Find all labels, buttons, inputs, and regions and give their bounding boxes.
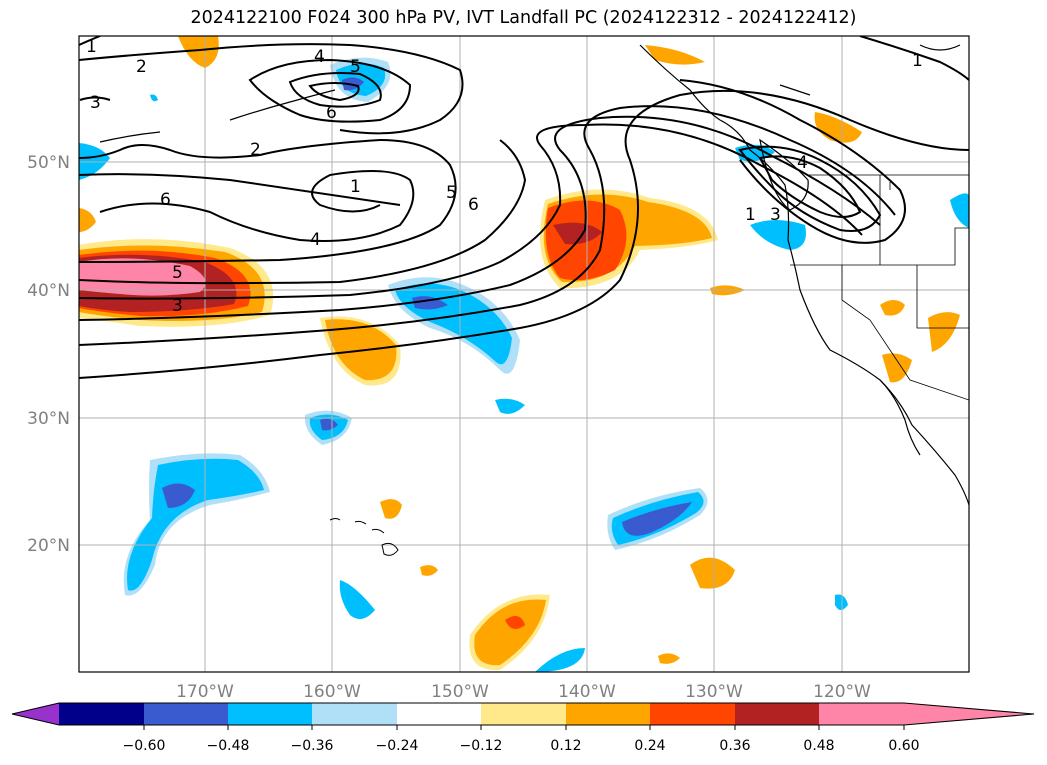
contour-label: 3 <box>90 93 101 113</box>
state-borders <box>790 174 969 401</box>
colorbar-label: 0.36 <box>719 738 750 754</box>
colorbar-segment <box>397 703 481 725</box>
contour-label: 1 <box>86 37 97 57</box>
colorbar-segment <box>650 703 735 725</box>
colorbar-extend-high <box>904 703 1034 725</box>
contour-label: 3 <box>172 296 183 316</box>
colorbar-label: 0.24 <box>634 738 665 754</box>
map-title: 2024122100 F024 300 hPa PV, IVT Landfall… <box>190 8 857 28</box>
colorbar-segment <box>735 703 819 725</box>
colorbar-label: −0.48 <box>207 738 250 754</box>
contour-label: 5 <box>350 57 361 77</box>
map-background <box>79 36 969 672</box>
map-panel: 1 2 4 5 3 6 2 1 6 4 5 3 5 6 1 3 4 1 <box>79 36 969 672</box>
map-gridlines <box>79 36 969 672</box>
contour-label: 3 <box>770 205 781 225</box>
colorbar-segment <box>144 703 228 725</box>
contour-label: 5 <box>446 183 457 203</box>
colorbar-extend-low <box>12 703 59 725</box>
contour-label: 6 <box>326 103 337 123</box>
contour-label: 5 <box>172 263 183 283</box>
longitude-ticks: 170°W 160°W 150°W 140°W 130°W 120°W <box>176 682 871 702</box>
lat-tick-label: 40°N <box>27 281 70 301</box>
contour-label: 2 <box>250 140 261 160</box>
contour-labels: 1 2 4 5 3 6 2 1 6 4 5 3 5 6 1 3 4 1 <box>86 37 923 316</box>
contour-label: 4 <box>797 153 808 173</box>
lat-tick-label: 50°N <box>27 153 70 173</box>
colorbar-label: 0.60 <box>888 738 919 754</box>
colorbar-label: −0.60 <box>123 738 166 754</box>
colorbar-ticks <box>143 725 905 730</box>
contour-label: 2 <box>136 57 147 77</box>
contour-label: 6 <box>468 195 479 215</box>
lon-tick-label: 150°W <box>431 682 489 702</box>
contour-label: 1 <box>912 51 923 71</box>
colorbar-segment <box>59 703 144 725</box>
colorbar-segment <box>819 703 904 725</box>
lon-tick-label: 130°W <box>685 682 743 702</box>
colorbar-segment <box>312 703 397 725</box>
colorbar-segment <box>566 703 650 725</box>
lon-tick-label: 160°W <box>303 682 361 702</box>
lat-tick-label: 20°N <box>27 536 70 556</box>
contour-label: 6 <box>160 190 171 210</box>
contour-label: 1 <box>745 205 756 225</box>
colorbar: −0.60 −0.48 −0.36 −0.24 −0.12 0.12 0.24 … <box>11 702 1035 754</box>
hawaii-islands <box>329 518 399 556</box>
latitude-ticks: 50°N 40°N 30°N 20°N <box>27 153 70 556</box>
colorbar-segment <box>481 703 566 725</box>
colorbar-label: −0.12 <box>460 738 503 754</box>
contour-label: 4 <box>310 230 321 250</box>
lat-tick-label: 30°N <box>27 409 70 429</box>
colorbar-segment <box>228 703 312 725</box>
contour-label: 1 <box>350 177 361 197</box>
colorbar-label: −0.24 <box>376 738 419 754</box>
lon-tick-label: 140°W <box>558 682 616 702</box>
lon-tick-label: 170°W <box>176 682 234 702</box>
lon-tick-label: 120°W <box>813 682 871 702</box>
coastlines <box>99 44 969 506</box>
pv-contours <box>79 36 969 379</box>
map-frame <box>78 35 970 673</box>
colorbar-outline <box>11 702 1035 726</box>
contour-label: 4 <box>314 47 325 67</box>
colorbar-label: −0.36 <box>291 738 334 754</box>
colorbar-label: 0.48 <box>803 738 834 754</box>
colorbar-label: 0.12 <box>550 738 581 754</box>
